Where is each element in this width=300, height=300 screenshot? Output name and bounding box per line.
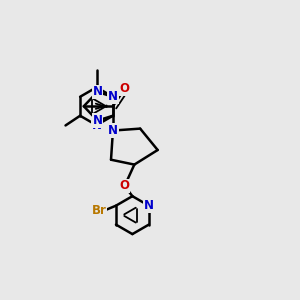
- Text: N: N: [92, 114, 102, 127]
- Text: O: O: [120, 82, 130, 95]
- Text: N: N: [92, 119, 101, 132]
- Text: Br: Br: [92, 204, 107, 217]
- Text: N: N: [144, 199, 154, 212]
- Text: N: N: [108, 124, 118, 137]
- Text: N: N: [108, 90, 118, 103]
- Text: O: O: [120, 179, 130, 193]
- Text: N: N: [92, 85, 102, 98]
